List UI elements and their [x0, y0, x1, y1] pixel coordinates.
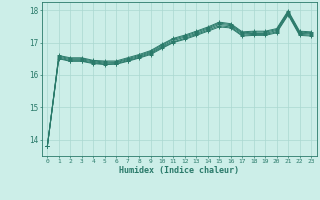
- X-axis label: Humidex (Indice chaleur): Humidex (Indice chaleur): [119, 166, 239, 175]
